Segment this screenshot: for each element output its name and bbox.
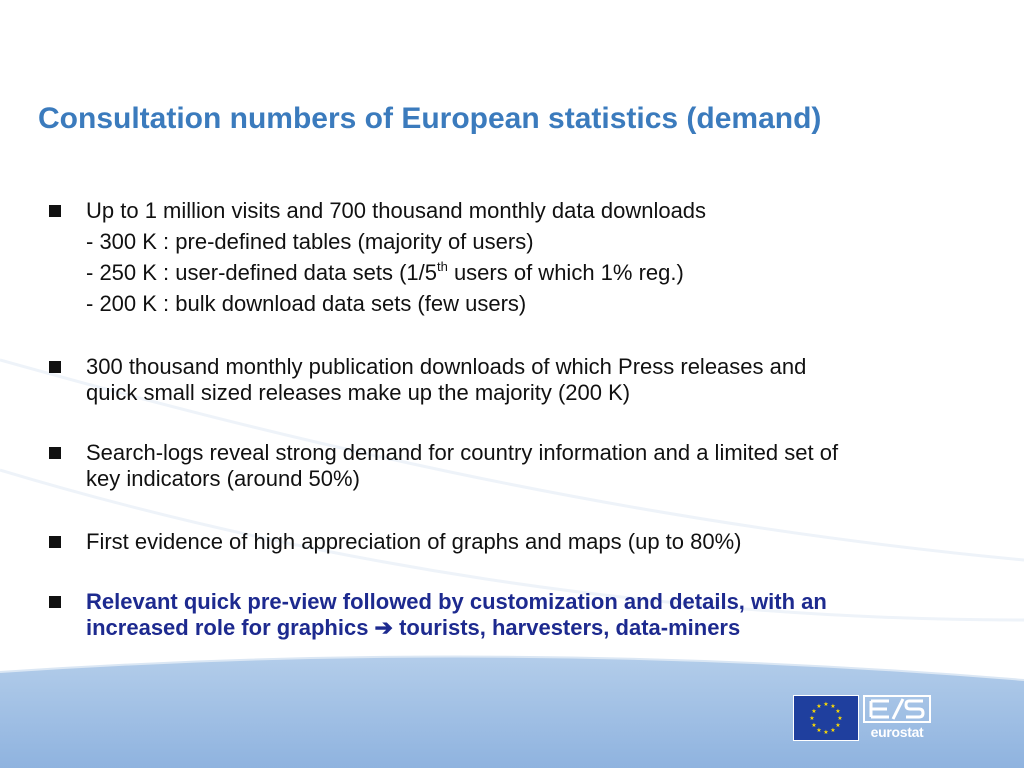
square-bullet-icon [49, 205, 61, 217]
square-bullet-icon [49, 596, 61, 608]
sub-bullet-line: - 250 K : user-defined data sets (1/5th … [86, 259, 684, 285]
eurostat-mark-icon [863, 695, 931, 723]
bullet-text: First evidence of high appreciation of g… [86, 529, 742, 554]
bullet-item: Up to 1 million visits and 700 thousand … [44, 198, 984, 319]
bullet-item: 300 thousand monthly publication downloa… [44, 354, 984, 406]
bullet-item: First evidence of high appreciation of g… [44, 529, 984, 555]
bullet-text: Search-logs reveal strong demand for cou… [86, 440, 839, 491]
bullet-list: Up to 1 million visits and 700 thousand … [44, 198, 984, 641]
square-bullet-icon [49, 361, 61, 373]
svg-text:★: ★ [830, 727, 835, 734]
square-bullet-icon [49, 447, 61, 459]
bullet-item-highlight: Relevant quick pre-view followed by cust… [44, 589, 984, 641]
svg-text:★: ★ [811, 708, 816, 715]
eurostat-logo-text: eurostat [870, 724, 924, 740]
bullet-text: Relevant quick pre-view followed by cust… [86, 589, 827, 640]
svg-text:★: ★ [809, 715, 814, 722]
right-arrow-icon: ➔ [374, 615, 393, 640]
sub-bullet-list: - 300 K : pre-defined tables (majority o… [86, 226, 984, 319]
sub-bullet-line: - 200 K : bulk download data sets (few u… [86, 291, 527, 316]
svg-text:★: ★ [816, 703, 821, 710]
svg-text:★: ★ [830, 703, 835, 710]
eu-stars-icon: ★ ★ ★ ★ ★ ★ ★ ★ ★ ★ ★ ★ [809, 701, 842, 736]
superscript-th: th [436, 259, 448, 274]
svg-text:★: ★ [835, 708, 840, 715]
svg-text:★: ★ [816, 727, 821, 734]
eu-flag-logo: ★ ★ ★ ★ ★ ★ ★ ★ ★ ★ ★ ★ [793, 695, 859, 741]
bullet-item: Search-logs reveal strong demand for cou… [44, 440, 984, 492]
svg-text:★: ★ [811, 722, 816, 729]
bullet-text: 300 thousand monthly publication downloa… [86, 354, 807, 405]
svg-text:★: ★ [837, 715, 842, 722]
eurostat-logo: eurostat [863, 695, 931, 740]
svg-text:★: ★ [823, 701, 828, 708]
slide-title: Consultation numbers of European statist… [38, 102, 822, 135]
square-bullet-icon [49, 536, 61, 548]
sub-bullet-line: - 300 K : pre-defined tables (majority o… [86, 229, 534, 254]
svg-text:★: ★ [835, 722, 840, 729]
svg-text:★: ★ [823, 729, 828, 736]
bullet-text: Up to 1 million visits and 700 thousand … [86, 198, 707, 223]
